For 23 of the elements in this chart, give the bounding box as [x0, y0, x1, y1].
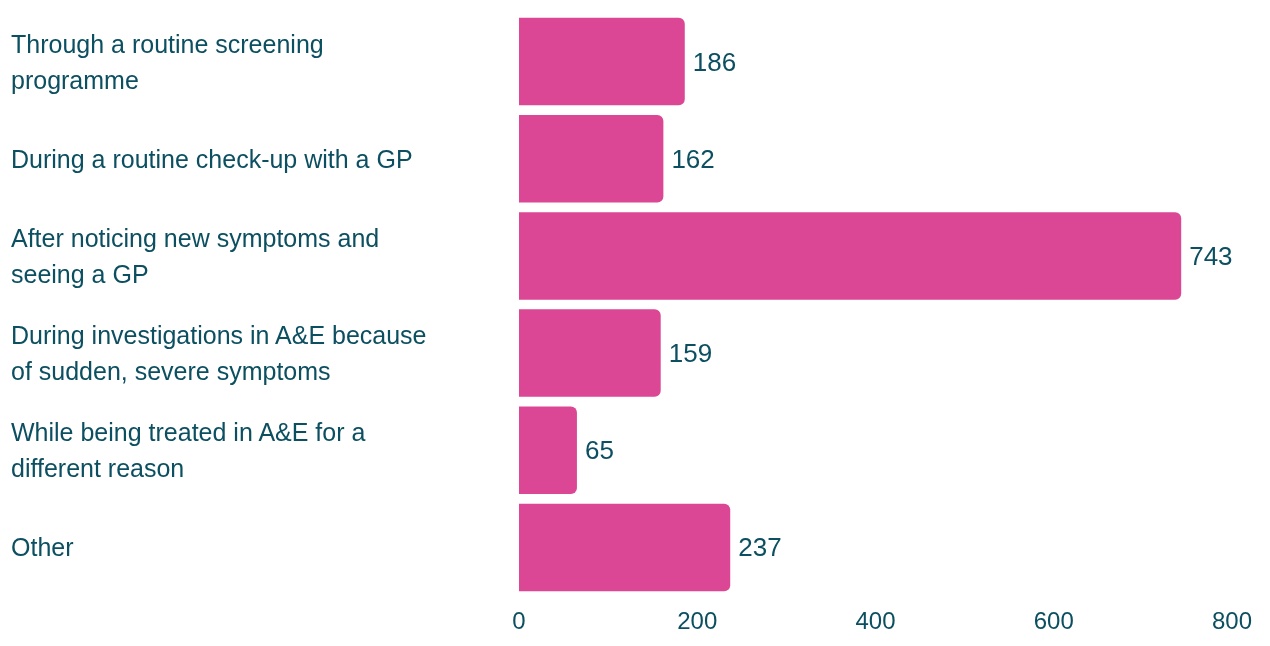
bar [519, 503, 731, 592]
y-tick-label: While being treated in A&E for a different reason [11, 418, 373, 483]
data-label: 162 [671, 143, 715, 174]
bar [519, 115, 664, 203]
x-tick-label: 200 [677, 606, 718, 634]
y-tick-label: During a routine check-up with a GP [11, 144, 413, 173]
data-label: 159 [668, 338, 713, 369]
bar [519, 212, 1182, 300]
data-label: 743 [1189, 240, 1233, 271]
y-tick-label: Through a routine screening programme [11, 29, 331, 94]
data-label: 65 [584, 435, 614, 466]
x-tick-label: 800 [1211, 606, 1253, 634]
y-tick-label: During investigations in A&E because of sudden, severe symptoms [11, 321, 434, 386]
bar [519, 406, 577, 494]
x-tick-label: 400 [855, 606, 896, 634]
data-label: 186 [692, 46, 737, 77]
y-tick-label: After noticing new symptoms and seeing a GP [11, 223, 387, 288]
bar [519, 309, 661, 397]
x-tick-label: 0 [512, 606, 526, 634]
x-tick-label: 600 [1033, 606, 1074, 634]
bar [519, 17, 685, 106]
data-label: 237 [738, 532, 782, 563]
y-tick-label: Other [11, 533, 74, 562]
